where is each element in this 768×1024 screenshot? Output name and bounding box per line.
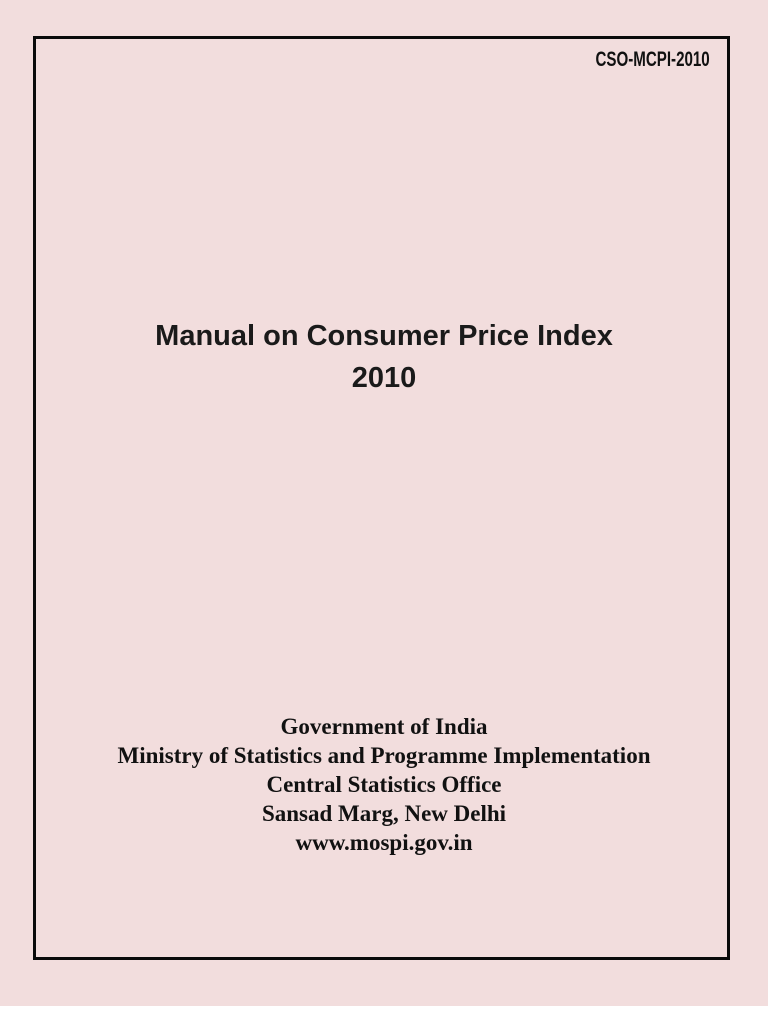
org-line-ministry: Ministry of Statistics and Programme Imp… [117, 743, 651, 768]
document-title-year: 2010 [351, 362, 417, 394]
org-line-website: www.mospi.gov.in [295, 830, 473, 855]
document-title: Manual on Consumer Price Index [155, 320, 613, 352]
title-block: Manual on Consumer Price Index 2010 [0, 315, 768, 399]
organization-block: Government of India Ministry of Statisti… [0, 712, 768, 857]
document-code: CSO-MCPI-2010 [595, 48, 710, 71]
page-border-frame [33, 36, 730, 960]
org-line-address: Sansad Marg, New Delhi [261, 801, 507, 826]
org-line-government: Government of India [280, 714, 488, 739]
org-line-office: Central Statistics Office [266, 772, 502, 797]
